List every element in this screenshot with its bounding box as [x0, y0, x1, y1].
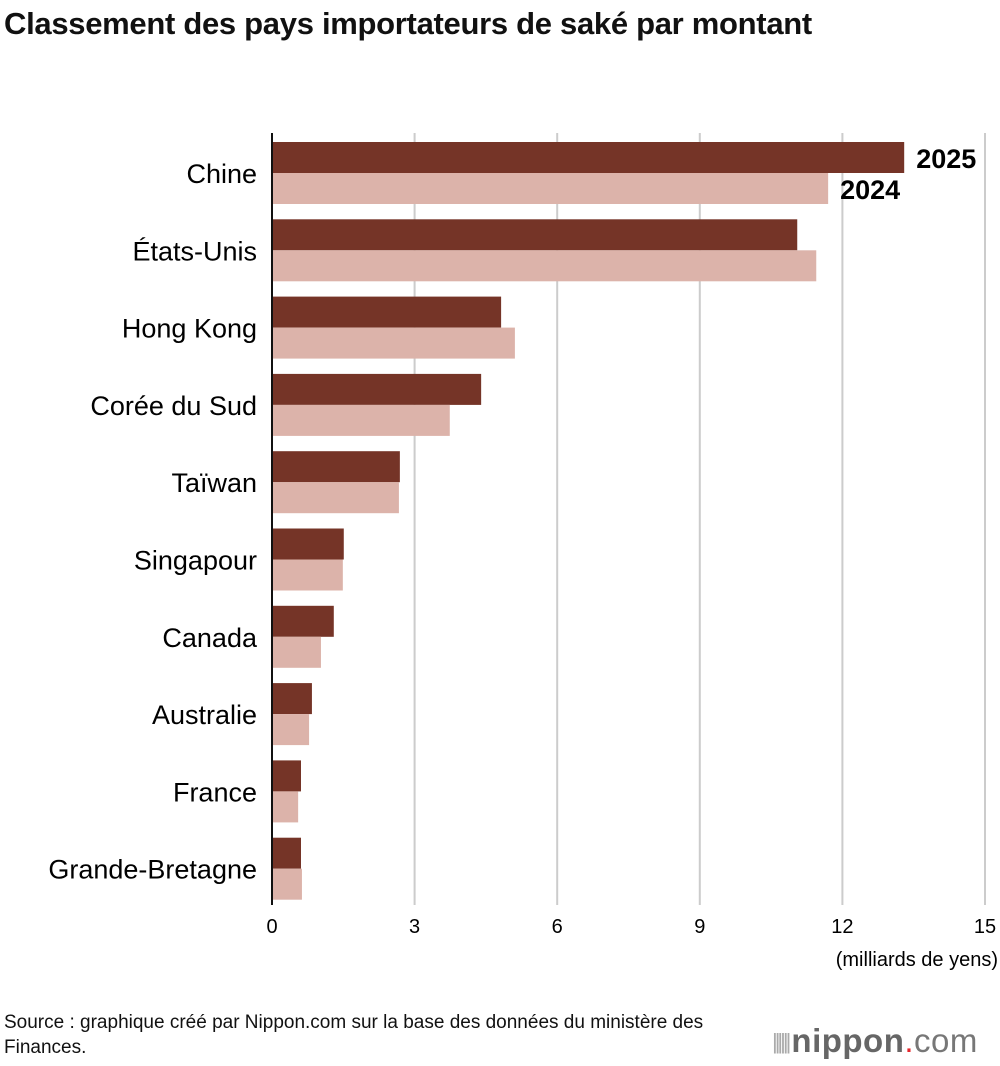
- bar-2025: [272, 219, 798, 251]
- x-tick-label: 3: [409, 916, 420, 938]
- bar-2025: [272, 451, 400, 483]
- category-label: États-Unis: [132, 236, 257, 266]
- logo-suffix: com: [914, 1022, 978, 1059]
- bar-2024: [272, 714, 310, 746]
- bar-2024: [272, 404, 450, 436]
- logo-brand: nippon: [791, 1022, 905, 1059]
- bar-2025: [272, 142, 905, 173]
- bar-2024: [272, 250, 817, 282]
- bar-2024: [272, 636, 321, 668]
- x-tick-label: 15: [974, 916, 996, 938]
- nippon-logo: |||||| nippon.com: [772, 1022, 978, 1060]
- bar-2025: [272, 373, 482, 405]
- category-label: Australie: [152, 700, 257, 730]
- legend-label-2025: 2025: [916, 144, 976, 174]
- bar-2025: [272, 760, 301, 792]
- x-tick-label: 9: [694, 916, 705, 938]
- bar-2024: [272, 791, 299, 823]
- bar-2024: [272, 482, 399, 514]
- bar-2024: [272, 559, 343, 591]
- bar-2025: [272, 837, 301, 869]
- x-axis-label: (milliards de yens): [836, 949, 998, 971]
- category-label: Singapour: [134, 546, 257, 576]
- bar-2025: [272, 528, 344, 560]
- x-tick-label: 6: [552, 916, 563, 938]
- category-label: Taïwan: [171, 468, 257, 498]
- bar-2024: [272, 868, 302, 900]
- bar-chart: 0 3 6 9 12 15 (milliards de yens) Chine 2025 2024…: [48, 133, 998, 971]
- bar-2025: [272, 296, 502, 328]
- category-label: Chine: [186, 159, 257, 189]
- category-label: Hong Kong: [122, 314, 257, 344]
- x-tick-label: 0: [266, 916, 277, 938]
- category-label: France: [173, 777, 257, 807]
- logo-bars-icon: ||||||: [772, 1029, 792, 1054]
- bar-2025: [272, 683, 312, 715]
- category-label: Corée du Sud: [90, 391, 257, 421]
- chart-title: Classement des pays importateurs de saké…: [4, 6, 812, 41]
- x-tick-label: 12: [831, 916, 853, 938]
- source-note: Source : graphique créé par Nippon.com s…: [4, 1012, 704, 1058]
- bar-2024: [272, 173, 829, 204]
- logo-dot: .: [904, 1022, 915, 1059]
- category-label: Canada: [162, 623, 258, 653]
- bar-2024: [272, 327, 515, 359]
- legend-label-2024: 2024: [840, 175, 900, 205]
- category-label: Grande-Bretagne: [48, 855, 257, 885]
- bar-2025: [272, 605, 334, 637]
